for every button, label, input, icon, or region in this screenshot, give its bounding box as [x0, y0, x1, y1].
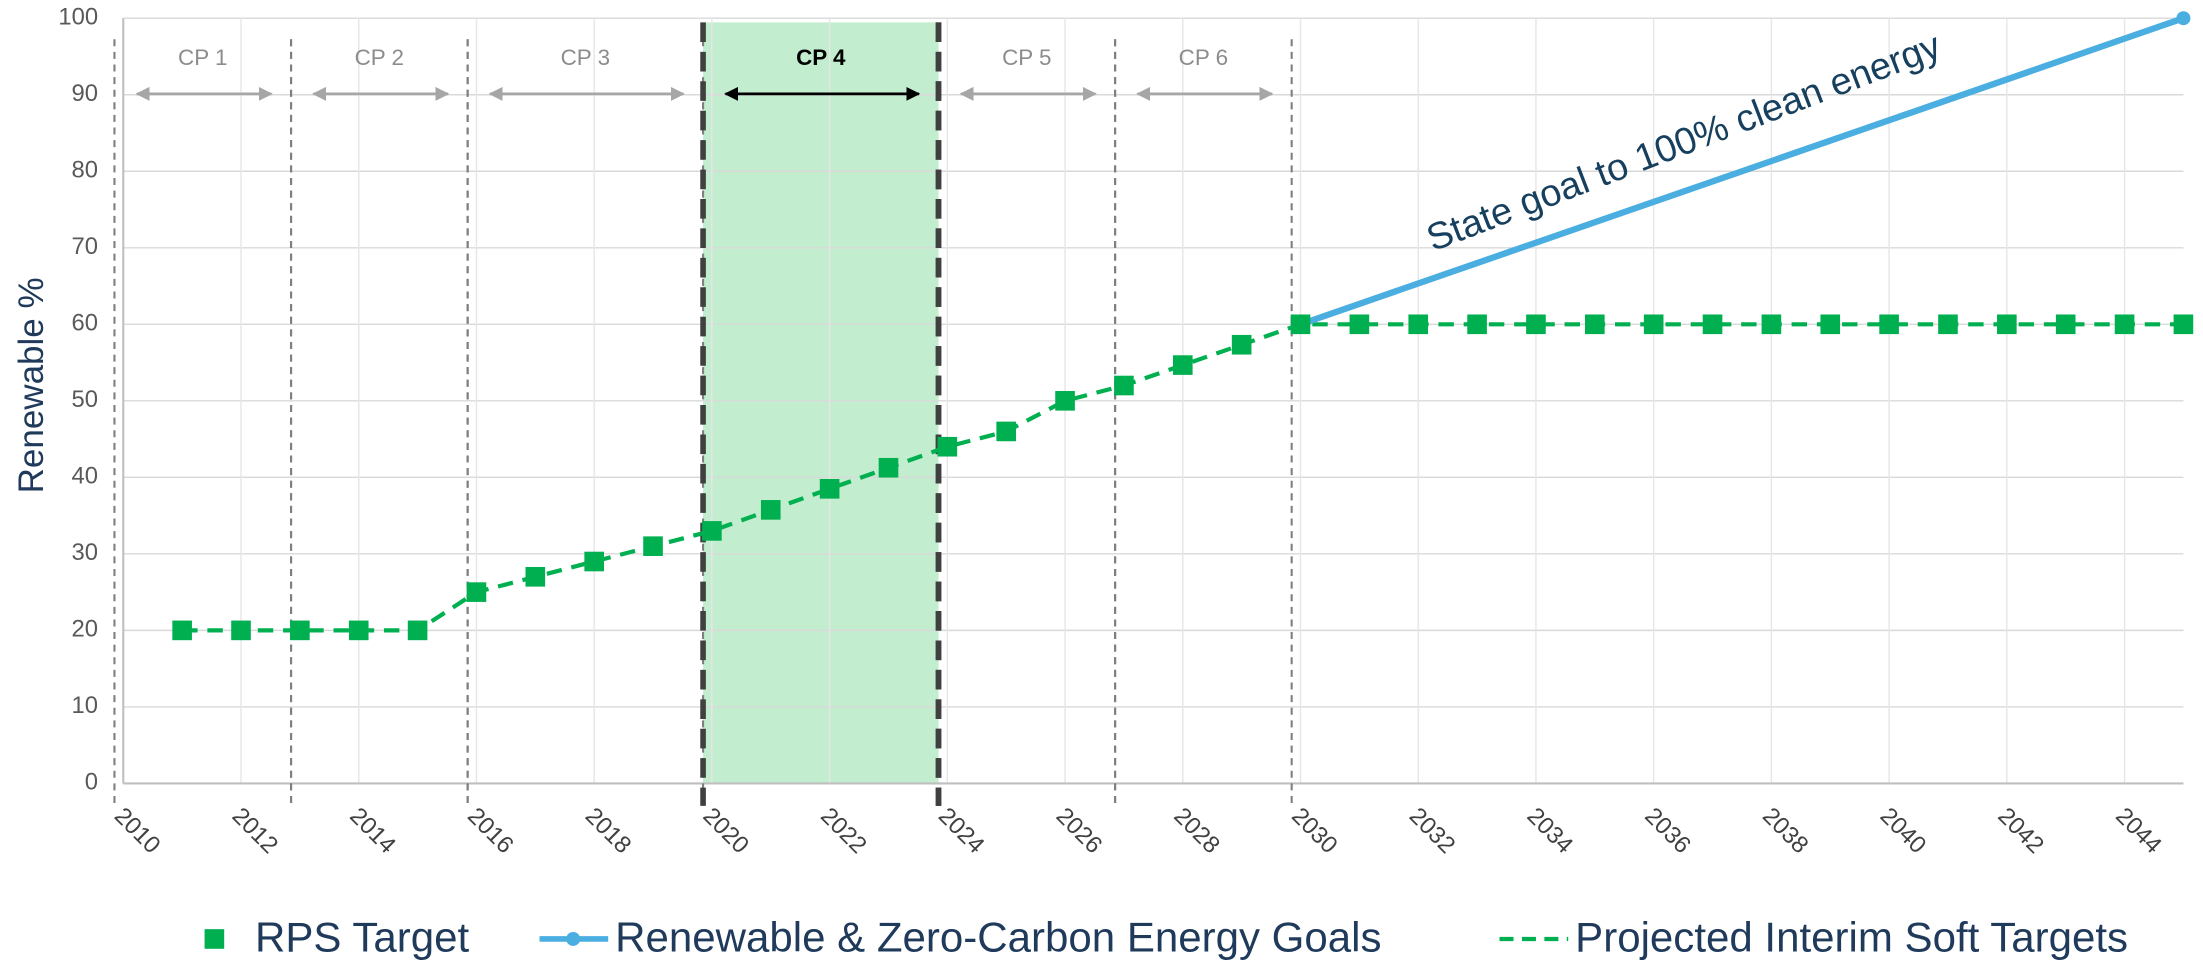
x-tick-label: 2040 — [1875, 802, 1932, 859]
marker — [1467, 314, 1487, 335]
marker — [1172, 355, 1193, 375]
marker — [231, 620, 251, 641]
y-tick-label: 40 — [72, 463, 99, 490]
x-tick-label: 2038 — [1757, 802, 1814, 859]
marker — [2114, 314, 2135, 335]
marker — [643, 536, 663, 557]
period-label: CP 3 — [561, 45, 610, 70]
x-tick-label: 2018 — [580, 802, 637, 859]
period-label: CP 1 — [178, 45, 227, 70]
marker — [1761, 314, 1782, 335]
marker — [878, 457, 899, 478]
marker — [996, 421, 1017, 442]
x-tick-label: 2010 — [109, 802, 166, 859]
period-label: CP 2 — [355, 45, 404, 70]
legend-label: Projected Interim Soft Targets — [1575, 913, 2128, 960]
marker — [1290, 314, 1311, 335]
y-tick-label: 50 — [72, 386, 99, 413]
legend-label: RPS Target — [255, 913, 469, 960]
y-tick-label: 100 — [58, 4, 98, 31]
annotation: State goal to 100% clean energy — [1421, 25, 1947, 260]
y-axis-label: Renewable % — [12, 277, 51, 493]
marker — [1997, 314, 2017, 335]
y-tick-label: 30 — [72, 539, 99, 566]
y-tick-label: 90 — [72, 80, 99, 107]
marker — [1585, 314, 1605, 335]
y-tick-label: 60 — [72, 310, 99, 337]
marker — [407, 620, 428, 641]
marker — [1231, 334, 1252, 355]
marker — [348, 620, 369, 641]
x-tick-label: 2034 — [1522, 802, 1579, 859]
marker — [1879, 314, 1899, 335]
marker — [525, 566, 546, 587]
highlight-band — [703, 22, 939, 784]
x-tick-label: 2028 — [1168, 802, 1225, 859]
legend-label: Renewable & Zero-Carbon Energy Goals — [615, 913, 1381, 960]
marker — [1643, 314, 1664, 335]
marker — [466, 582, 487, 602]
x-tick-label: 2022 — [815, 802, 872, 859]
x-tick-label: 2024 — [933, 802, 990, 859]
marker — [937, 436, 958, 457]
legend-swatch — [204, 929, 225, 949]
x-tick-label: 2012 — [227, 802, 284, 859]
x-tick-label: 2016 — [462, 802, 519, 859]
x-tick-label: 2032 — [1404, 802, 1461, 859]
marker — [2173, 314, 2194, 335]
end-dot — [2176, 11, 2191, 26]
x-tick-label: 2042 — [1993, 802, 2050, 859]
marker — [702, 521, 722, 541]
marker — [584, 551, 604, 572]
x-tick-label: 2044 — [2110, 802, 2167, 859]
marker — [1820, 314, 1841, 335]
y-tick-label: 80 — [72, 157, 99, 184]
marker — [819, 479, 840, 499]
marker — [1114, 375, 1134, 396]
x-tick-label: 2030 — [1286, 802, 1343, 859]
x-tick-label: 2036 — [1639, 802, 1696, 859]
marker — [1408, 314, 1429, 335]
marker — [1526, 314, 1546, 335]
marker — [172, 620, 192, 641]
marker — [1055, 391, 1075, 411]
period-label: CP 4 — [796, 45, 846, 70]
y-tick-label: 0 — [85, 769, 98, 796]
marker — [1702, 314, 1723, 335]
marker — [1938, 314, 1958, 335]
x-tick-label: 2014 — [344, 802, 401, 859]
y-tick-label: 70 — [72, 233, 99, 260]
y-tick-label: 10 — [72, 692, 99, 719]
period-label: CP 6 — [1179, 45, 1228, 70]
legend-dot — [566, 931, 581, 946]
x-tick-label: 2020 — [698, 802, 755, 859]
marker — [2055, 314, 2076, 335]
period-label: CP 5 — [1002, 45, 1051, 70]
marker — [290, 620, 310, 641]
x-tick-label: 2026 — [1051, 802, 1108, 859]
goal-line — [1299, 15, 2185, 328]
marker — [760, 500, 781, 520]
marker — [1349, 314, 1370, 335]
y-tick-label: 20 — [72, 616, 99, 643]
